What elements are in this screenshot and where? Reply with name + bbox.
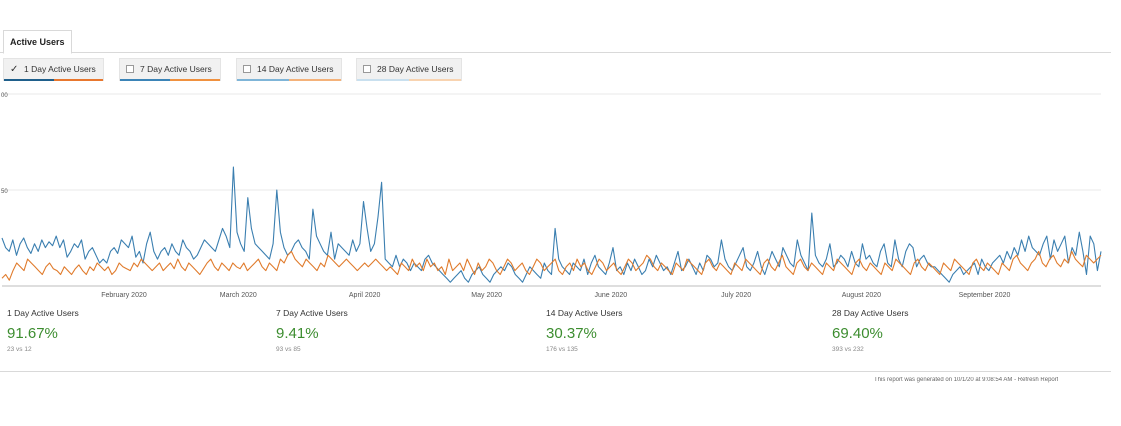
- series-color-bar: [120, 79, 170, 81]
- compare-color-bar: [170, 79, 220, 81]
- metric-name: 14 Day Active Users: [546, 308, 623, 318]
- metric-value: 30.37%: [546, 325, 597, 342]
- tab-active-users[interactable]: Active Users: [3, 30, 72, 54]
- x-tick-label: April 2020: [349, 292, 381, 299]
- toggle-label: 14 Day Active Users: [257, 64, 334, 74]
- metric-name: 1 Day Active Users: [7, 308, 79, 318]
- checkbox[interactable]: [243, 65, 251, 73]
- series-color-bar: [237, 79, 289, 81]
- x-tick-label: March 2020: [220, 292, 257, 299]
- y-tick-label: 00: [1, 93, 8, 99]
- x-tick-label: June 2020: [594, 292, 627, 299]
- checkbox[interactable]: [363, 65, 371, 73]
- checkbox[interactable]: [126, 65, 134, 73]
- metric-1-day-active-users: 1 Day Active Users 91.67% 23 vs 12: [7, 308, 79, 353]
- x-tick-label: May 2020: [471, 292, 502, 299]
- series-line-current: [1, 166, 1102, 283]
- metric-comparison: 93 vs 85: [276, 346, 301, 353]
- metric-name: 7 Day Active Users: [276, 308, 348, 318]
- x-tick-label: September 2020: [959, 292, 1011, 299]
- toggle-7-day-active-users[interactable]: 7 Day Active Users: [119, 58, 221, 81]
- active-users-line-chart[interactable]: 00 50 February 2020 March 2020 April 2020 May…: [0, 88, 1111, 303]
- checkmark-icon: ✓: [10, 64, 19, 75]
- toggle-28-day-active-users[interactable]: 28 Day Active Users: [356, 58, 462, 81]
- toggle-label: 28 Day Active Users: [377, 64, 454, 74]
- metric-comparison: 176 vs 135: [546, 346, 578, 353]
- toggle-14-day-active-users[interactable]: 14 Day Active Users: [236, 58, 342, 81]
- compare-color-bar: [409, 79, 461, 81]
- metric-value: 91.67%: [7, 325, 58, 342]
- series-line-comparison: [1, 250, 1102, 281]
- x-tick-label: February 2020: [101, 292, 147, 299]
- toggle-1-day-active-users[interactable]: ✓ 1 Day Active Users: [3, 58, 104, 81]
- toggle-label: 1 Day Active Users: [24, 64, 96, 74]
- compare-color-bar: [289, 79, 341, 81]
- x-tick-label: July 2020: [721, 292, 751, 299]
- metric-comparison: 393 vs 232: [832, 346, 864, 353]
- series-color-bar: [357, 79, 409, 81]
- metric-name: 28 Day Active Users: [832, 308, 909, 318]
- metric-7-day-active-users: 7 Day Active Users 9.41% 93 vs 85: [276, 308, 348, 353]
- compare-color-bar: [53, 79, 103, 81]
- metric-28-day-active-users: 28 Day Active Users 69.40% 393 vs 232: [832, 308, 909, 353]
- tab-bar: Active Users: [0, 30, 1111, 54]
- metric-value: 69.40%: [832, 325, 883, 342]
- metric-comparison: 23 vs 12: [7, 346, 32, 353]
- metric-14-day-active-users: 14 Day Active Users 30.37% 176 vs 135: [546, 308, 623, 353]
- report-generated-text: This report was generated on 10/1/20 at …: [874, 377, 1059, 383]
- y-tick-label: 50: [1, 189, 8, 195]
- metric-value: 9.41%: [276, 325, 319, 342]
- series-color-bar: [4, 79, 54, 81]
- footer-divider: [0, 371, 1111, 372]
- x-tick-label: August 2020: [842, 292, 881, 299]
- toggle-label: 7 Day Active Users: [140, 64, 212, 74]
